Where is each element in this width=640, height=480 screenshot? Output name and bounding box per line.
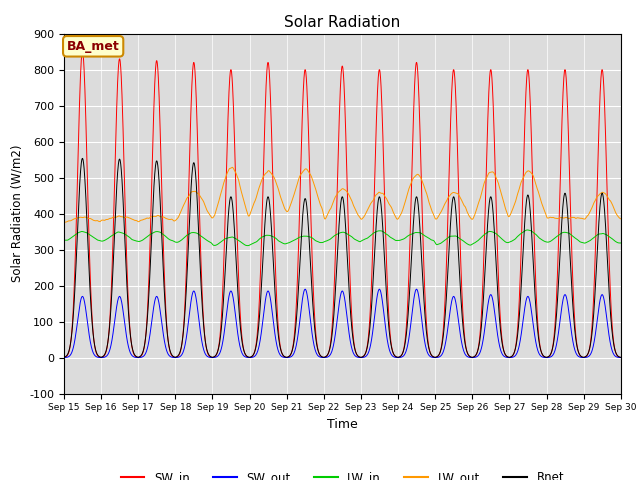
Legend: SW_in, SW_out, LW_in, LW_out, Rnet: SW_in, SW_out, LW_in, LW_out, Rnet (116, 466, 569, 480)
Y-axis label: Solar Radiation (W/m2): Solar Radiation (W/m2) (11, 145, 24, 282)
Title: Solar Radiation: Solar Radiation (284, 15, 401, 30)
Text: BA_met: BA_met (67, 40, 120, 53)
X-axis label: Time: Time (327, 418, 358, 431)
